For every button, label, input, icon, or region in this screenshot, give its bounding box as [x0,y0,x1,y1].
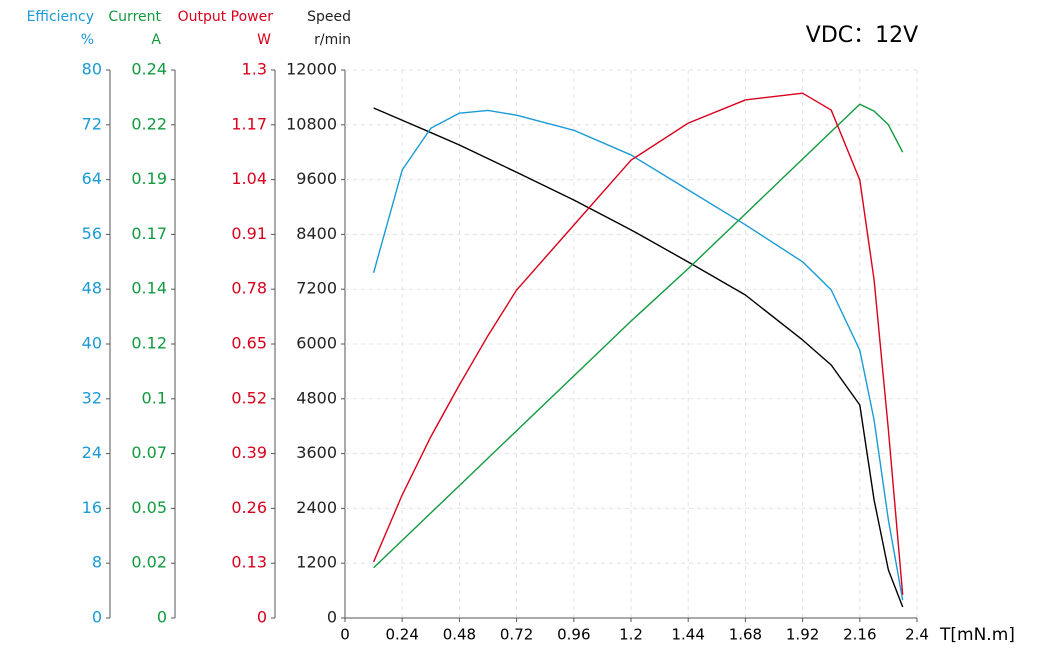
y-tick-label: 0 [157,608,167,627]
y-tick-label: 0.91 [231,224,267,243]
axis-name: Speed [307,9,351,25]
y-tick-label: 4800 [296,388,337,407]
y-tick-label: 0.65 [231,334,267,353]
y-tick-label: 1.04 [231,169,267,188]
y-tick-label: 0.13 [231,553,267,572]
axis-name: Output Power [178,9,274,25]
y-tick-label: 0.02 [131,553,167,572]
x-tick-label: 0.48 [443,626,476,644]
y-tick-label: 0.19 [131,169,167,188]
x-tick-label: 2.16 [843,626,876,644]
y-tick-label: 72 [82,114,102,133]
y-tick-label: 40 [82,334,102,353]
y-tick-label: 0.12 [131,334,167,353]
y-tick-label: 80 [82,60,102,79]
y-tick-label: 0.07 [131,443,167,462]
axis-unit: A [151,32,161,48]
series-line [373,103,904,569]
x-tick-label: 1.68 [729,626,762,644]
series-line [373,107,904,608]
axis-unit: % [81,32,94,48]
x-tick-label: 0 [340,626,350,644]
y-tick-label: 0 [92,608,102,627]
axis-unit: r/min [314,32,351,48]
y-tick-label: 0.1 [142,388,167,407]
y-tick-label: 3600 [296,443,337,462]
y-tick-label: 1.17 [231,114,267,133]
y-tick-label: 0.22 [131,114,167,133]
axis-unit: W [257,32,271,48]
x-tick-label: 2.4 [905,626,929,644]
series-line [372,92,904,595]
x-tick-label: 1.92 [786,626,819,644]
y-tick-label: 1.3 [242,60,267,79]
annotation: VDC：12V [806,23,918,48]
x-tick-label: 1.44 [671,626,704,644]
axis-name: Current [108,9,161,25]
y-tick-label: 48 [82,279,102,298]
y-tick-label: 0.05 [131,498,167,517]
x-tick-label: 0.72 [500,626,533,644]
x-tick-label: 0.96 [557,626,590,644]
y-tick-label: 12000 [286,60,337,79]
y-tick-label: 10800 [286,114,337,133]
y-tick-label: 0.52 [231,388,267,407]
y-tick-label: 0.78 [231,279,267,298]
x-tick-label: 0.24 [385,626,418,644]
y-tick-label: 0.39 [231,443,267,462]
x-tick-label: 1.2 [619,626,643,644]
series-line [372,109,904,601]
y-tick-label: 0 [257,608,267,627]
y-tick-label: 56 [82,224,102,243]
y-tick-label: 0.24 [131,60,167,79]
x-axis-label: T[mN.m] [939,625,1015,645]
y-tick-label: 1200 [296,553,337,572]
y-tick-label: 0 [327,608,337,627]
y-tick-label: 6000 [296,334,337,353]
y-tick-label: 0.17 [131,224,167,243]
y-tick-label: 0.26 [231,498,267,517]
y-tick-label: 7200 [296,279,337,298]
y-tick-label: 2400 [296,498,337,517]
y-tick-label: 32 [82,388,102,407]
y-tick-label: 24 [82,443,102,462]
y-tick-label: 9600 [296,169,337,188]
axis-name: Efficiency [27,9,94,25]
y-tick-label: 64 [82,169,102,188]
y-tick-label: 0.14 [131,279,167,298]
y-tick-label: 8 [92,553,102,572]
y-tick-label: 8400 [296,224,337,243]
y-tick-label: 16 [82,498,102,517]
